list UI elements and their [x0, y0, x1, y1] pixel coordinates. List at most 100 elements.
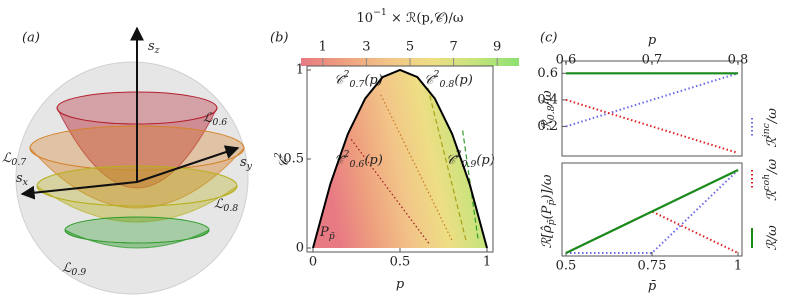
contour-label-part: 2: [432, 69, 439, 80]
level-label-part: ℒ: [62, 261, 72, 276]
y-axis-label-part: ℛ[ρ̂: [540, 225, 555, 248]
y-axis-label-part: ℛ: [540, 119, 555, 131]
colorbar-title-part: 10: [357, 11, 374, 26]
y-axis-label-part: 0.8: [546, 105, 557, 120]
y-axis-label-part: (P: [540, 205, 555, 219]
level-label: ℒ0.8: [214, 197, 238, 214]
x-tick-label: 0.7: [642, 53, 663, 68]
y-tick-label: 0: [296, 241, 304, 256]
x-axis-label: p̄: [648, 279, 657, 294]
y-tick-label: 0.5: [283, 152, 304, 167]
level-label-part: 0.9: [71, 267, 86, 278]
contour-label-part: 0.6: [349, 159, 364, 170]
level-label-part: ℒ: [203, 111, 213, 126]
level-label-part: 0.8: [223, 203, 238, 214]
axis-label-part: y: [246, 161, 253, 172]
y-axis-label: ℛ0.8/ω: [540, 90, 557, 131]
level-label-part: ℒ: [2, 151, 12, 166]
contour-label: 𝒞20.9(p): [446, 149, 495, 170]
level-label-part: ℒ: [214, 197, 224, 212]
contour-label-part: 0.7: [349, 79, 364, 90]
level-label-part: 0.7: [11, 157, 26, 168]
axis-label-part: s: [148, 39, 155, 54]
series-line: [565, 169, 739, 254]
colorbar-tick-label: 9: [493, 40, 501, 55]
annotation: Pp̄: [319, 225, 335, 242]
contour-label-part: 2: [454, 149, 461, 160]
series-line: [566, 169, 739, 254]
x-axis-label-part: p: [648, 33, 657, 48]
contour-line: [350, 139, 431, 245]
x-axis-label: p: [396, 277, 405, 292]
y-tick-label: 0.6: [537, 66, 558, 81]
level-label: ℒ0.6: [203, 111, 227, 128]
axis-label-part: x: [23, 177, 29, 188]
series-line: [565, 98, 739, 154]
contour-line: [380, 94, 453, 242]
legend-label-part: ℛ: [765, 189, 780, 201]
contour-label-part: (p): [364, 153, 382, 168]
legend-label-part: coh: [761, 174, 772, 191]
y-tick-label: 0.2: [537, 119, 558, 134]
x-axis-label-part: p: [396, 277, 405, 292]
contour-label: 𝒞20.8(p): [424, 69, 473, 90]
x-tick-label: 0.5: [556, 259, 577, 274]
legend-label-part: ℛ: [765, 136, 780, 148]
axis-label-part: z: [154, 45, 160, 56]
legend-label-part: ℛ/ω: [765, 225, 780, 251]
level-label: ℒ0.9: [62, 261, 86, 278]
x-tick-label: 1: [483, 255, 491, 270]
legend-label-part: /ω: [765, 158, 780, 175]
panel-label: (c): [540, 31, 557, 46]
contour-label-part: (p): [454, 73, 472, 88]
panel-label: (b): [270, 31, 288, 46]
colorbar-title: 10−1 × ℛ(p,𝒞)/ω: [357, 7, 464, 26]
panel-label: (a): [22, 31, 40, 46]
x-tick-label: 0.75: [638, 259, 667, 274]
colorbar-tick-label: 5: [406, 40, 414, 55]
contour-label-part: 2: [342, 69, 349, 80]
legend-label-part: /ω: [765, 108, 780, 125]
axis-label: sz: [148, 39, 160, 56]
legend-label: ℛcoh/ω: [761, 158, 780, 201]
y-axis-label-part: )]/ω: [540, 174, 555, 201]
x-tick-label: 0.6: [556, 53, 577, 68]
legend-label-part: inc: [761, 122, 772, 137]
x-tick-label: 0: [309, 255, 317, 270]
axis: [136, 145, 240, 183]
boundary-curve: [312, 68, 488, 249]
contour-label-part: (p): [476, 153, 494, 168]
series-line: [565, 210, 739, 254]
annotation-part: p̄: [329, 231, 335, 242]
axis: [20, 181, 138, 200]
colorbar-title-part: × ℛ(p,𝒞)/ω: [387, 11, 464, 26]
y-tick-label: 0.4: [537, 92, 558, 107]
colorbar-tick-label: 1: [319, 40, 327, 55]
y-axis-label-part: /ω: [540, 90, 555, 107]
colorbar-tick-label: 3: [362, 40, 370, 55]
y-axis-label: ℛ[ρ̂p̄(Pp̄)]/ω: [540, 174, 557, 248]
y-axis-label-part: p̄: [546, 199, 557, 205]
x-axis-label: p: [648, 33, 657, 48]
level-label: ℒ0.7: [2, 151, 26, 168]
y-axis-label-part: 2: [273, 152, 284, 159]
contour-label-part: 2: [342, 149, 349, 160]
contour-line: [427, 87, 467, 242]
series-line: [565, 72, 739, 128]
legend-label: ℛ/ω: [765, 225, 780, 251]
paraboloid-rim: [64, 216, 210, 244]
contour-label-part: 0.8: [439, 79, 454, 90]
contour-line: [462, 130, 479, 241]
contour-label-part: 0.9: [461, 159, 476, 170]
y-axis-label-part: p̄: [546, 219, 557, 225]
axis-label: sy: [240, 155, 253, 172]
colorbar-title-part: −1: [373, 7, 387, 18]
level-label-part: 0.6: [212, 117, 227, 128]
axis-label-part: s: [16, 171, 23, 186]
x-axis-label-part: p̄: [648, 279, 657, 294]
axis-label-part: s: [240, 155, 247, 170]
legend-label: ℛinc/ω: [761, 108, 780, 148]
axis-label: sx: [16, 171, 29, 188]
y-tick-label: 1: [296, 63, 304, 78]
